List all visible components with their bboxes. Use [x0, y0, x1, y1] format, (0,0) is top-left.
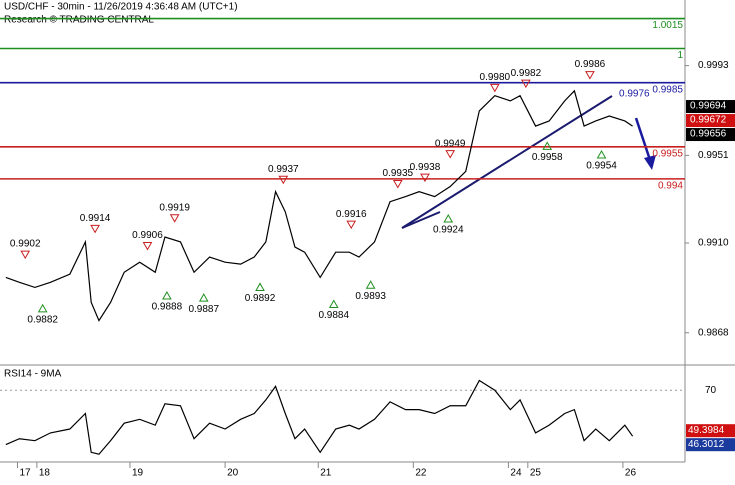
x-tick-label: 25	[530, 468, 542, 479]
x-tick-label: 26	[625, 468, 637, 479]
high-label: 0.9982	[511, 68, 542, 79]
high-marker	[420, 173, 430, 183]
chart-title: USD/CHF - 30min - 11/26/2019 4:36:48 AM …	[4, 2, 238, 13]
price-tag-label: 0.99656	[690, 129, 727, 140]
trend-line	[401, 211, 441, 229]
low-label: 0.9893	[355, 291, 386, 302]
y-tick-label: 0.9868	[698, 327, 729, 338]
price-tag	[686, 114, 735, 128]
x-tick-label: 21	[320, 468, 332, 479]
x-tick-label: 20	[227, 468, 239, 479]
rsi-tag	[686, 424, 735, 438]
y-tick-label: 0.9951	[698, 150, 729, 161]
rsi-tag-label: 46.3012	[688, 439, 725, 450]
low-label: 0.9924	[433, 225, 464, 236]
high-label: 0.9949	[435, 138, 466, 149]
high-marker	[445, 150, 456, 159]
x-tick-label: 18	[39, 468, 51, 479]
trend-line	[401, 95, 613, 229]
high-label: 0.9914	[80, 213, 111, 224]
forecast-arrow-head	[644, 155, 656, 170]
low-label: 0.9882	[27, 314, 58, 325]
low-label: 0.9888	[152, 302, 183, 313]
level-label: 1.0015	[652, 20, 683, 31]
forecast-arrow	[634, 117, 652, 161]
low-marker	[255, 282, 265, 291]
x-tick-label: 19	[132, 468, 144, 479]
low-label: 0.9954	[586, 161, 617, 172]
x-tick-label: 22	[415, 468, 427, 479]
high-label: 0.9919	[159, 202, 190, 213]
price-tag	[686, 100, 735, 114]
low-label: 0.9887	[188, 304, 219, 315]
level-label: 0.9985	[652, 84, 683, 95]
high-marker	[20, 250, 31, 260]
level-label: 0.994	[658, 181, 683, 192]
low-marker	[162, 290, 172, 300]
high-marker	[142, 242, 153, 251]
low-marker	[542, 141, 553, 150]
high-marker	[489, 83, 500, 93]
rsi-title: RSI14 - 9MA	[4, 369, 62, 380]
y-tick-label: 0.9910	[698, 238, 729, 249]
high-marker	[278, 175, 289, 185]
chart-subtitle: Research © TRADING CENTRAL	[4, 15, 154, 26]
low-marker	[596, 149, 607, 159]
high-marker	[90, 224, 100, 234]
price-tag-label: 0.99694	[690, 101, 727, 112]
low-marker	[365, 280, 376, 289]
high-label: 0.9938	[410, 162, 441, 173]
callout-label: 0.9976	[619, 89, 650, 100]
y-tick-label: 0.9993	[698, 60, 729, 71]
price-tag	[686, 128, 735, 142]
level-label: 1	[677, 50, 683, 61]
low-marker	[443, 214, 454, 223]
rsi-tag	[686, 438, 735, 452]
rsi-line	[5, 379, 634, 455]
high-marker	[585, 71, 595, 80]
high-label: 0.9986	[575, 59, 606, 70]
high-label: 0.9937	[268, 164, 299, 175]
rsi-tag-label: 49.3984	[688, 425, 725, 436]
low-marker	[198, 293, 209, 302]
low-label: 0.9958	[532, 152, 563, 163]
rsi-tick-label: 70	[705, 385, 717, 396]
high-label: 0.9906	[132, 230, 163, 241]
high-marker	[169, 214, 180, 223]
level-label: 0.9955	[652, 148, 683, 159]
high-marker	[346, 220, 357, 230]
x-tick-label: 17	[19, 468, 31, 479]
high-label: 0.9916	[336, 209, 367, 220]
price-line	[5, 89, 633, 322]
low-marker	[328, 299, 339, 309]
high-marker	[521, 79, 531, 89]
high-label: 0.9980	[480, 72, 511, 83]
high-label: 0.9935	[383, 168, 414, 179]
high-marker	[392, 180, 403, 189]
low-label: 0.9884	[318, 310, 349, 321]
low-label: 0.9892	[245, 293, 276, 304]
high-label: 0.9902	[10, 239, 41, 250]
price-tag-label: 0.99672	[690, 115, 727, 126]
x-tick-label: 24	[510, 468, 522, 479]
low-marker	[37, 303, 48, 313]
